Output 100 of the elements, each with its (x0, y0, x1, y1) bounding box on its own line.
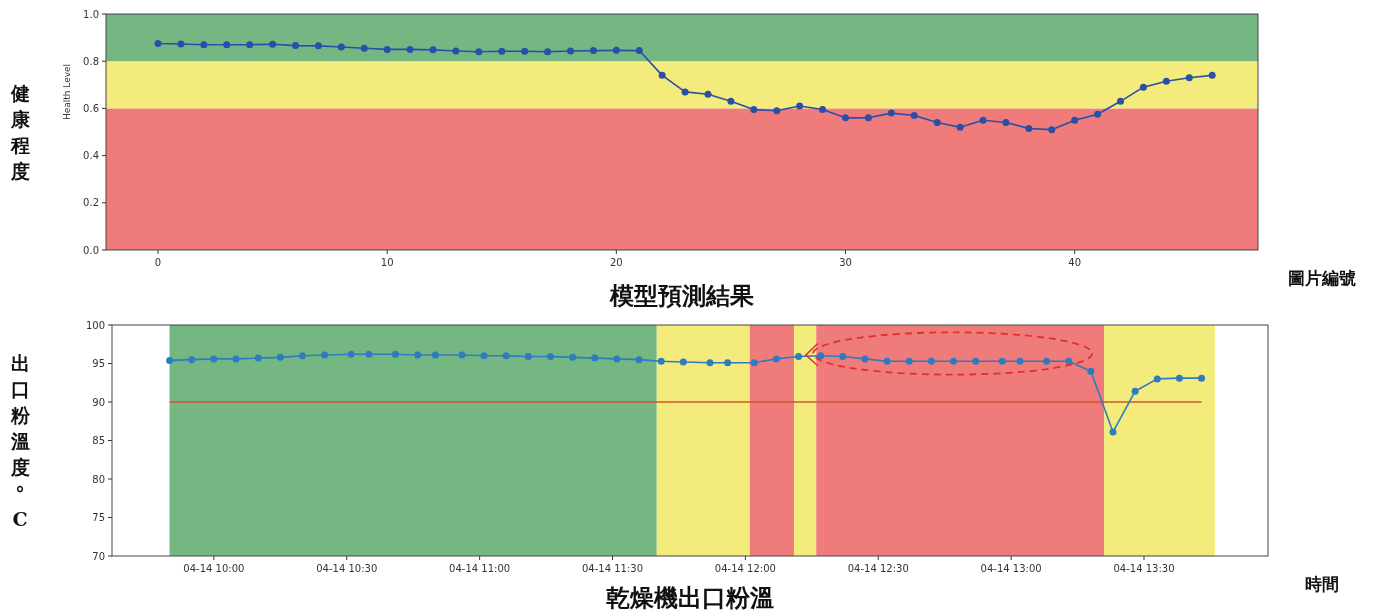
point (681, 88, 689, 96)
point (796, 102, 804, 110)
x-tick-label: 0 (154, 257, 162, 268)
point (956, 123, 964, 131)
point (1065, 357, 1073, 365)
point (154, 40, 162, 47)
x-tick-label: 04-14 10:00 (183, 563, 245, 574)
point (1208, 71, 1216, 79)
point (1094, 110, 1102, 118)
point (314, 42, 322, 50)
point (276, 353, 284, 361)
text: 模型預測結果 (609, 281, 754, 310)
point (360, 44, 368, 52)
point (1117, 97, 1124, 105)
point (188, 356, 196, 364)
point (795, 353, 803, 361)
point (927, 357, 935, 365)
point (972, 357, 980, 365)
point (254, 354, 262, 362)
point (1162, 77, 1170, 85)
point (817, 352, 825, 360)
point (658, 71, 666, 79)
point (1198, 374, 1206, 382)
point (1175, 374, 1183, 382)
point (864, 114, 872, 122)
y-tick-label: 70 (92, 550, 105, 562)
point (521, 47, 529, 55)
y-tick-label: 0.0 (83, 244, 99, 256)
x-tick-label: 04-14 13:00 (980, 563, 1042, 574)
point (657, 357, 665, 365)
point (883, 357, 891, 365)
x-tick-label: 40 (1068, 257, 1082, 268)
y-tick-label: 1.0 (83, 8, 99, 20)
y-axis-title: 健康程度 (9, 82, 31, 182)
point (589, 47, 597, 55)
y-tick-label: 85 (92, 435, 105, 446)
y-tick-label: 95 (92, 358, 105, 369)
point (1048, 126, 1056, 134)
point (166, 356, 174, 364)
point (1087, 367, 1095, 375)
point (773, 107, 781, 115)
point (365, 350, 373, 358)
point (475, 48, 483, 56)
x-axis-title: 圖片編號 (1288, 268, 1356, 288)
x-tick-label: 04-14 13:30 (1113, 563, 1175, 574)
point (750, 106, 758, 114)
text: Health Level (62, 63, 72, 121)
point (246, 41, 254, 49)
y-tick-label: 75 (92, 512, 105, 523)
point (910, 111, 918, 119)
point (842, 114, 850, 122)
y-tick-label: 0.4 (83, 150, 99, 162)
point (635, 356, 643, 364)
y-axis-title: 出口粉溫度°C (9, 351, 31, 530)
point (1025, 124, 1033, 132)
point (1002, 119, 1010, 127)
point (612, 46, 620, 54)
point (524, 353, 532, 361)
y-tick-label: 100 (85, 319, 105, 331)
point (1139, 83, 1147, 91)
text: 乾燥機出口粉溫 (606, 583, 774, 612)
point (292, 42, 300, 50)
point (772, 355, 780, 363)
y-tick-label: 0.2 (83, 197, 99, 209)
point (1185, 74, 1193, 82)
point (905, 357, 913, 365)
point (950, 357, 958, 365)
y-tick-label: 0.8 (83, 55, 99, 67)
point (321, 351, 329, 359)
point (567, 47, 575, 55)
point (861, 355, 869, 363)
point (210, 355, 218, 363)
point (337, 43, 345, 51)
point (452, 47, 460, 55)
point (232, 355, 240, 363)
point (704, 90, 712, 98)
point (544, 48, 552, 56)
point (819, 106, 827, 114)
x-tick-label: 20 (609, 257, 623, 268)
point (502, 352, 510, 360)
point (383, 45, 391, 53)
point (591, 354, 599, 362)
point (200, 41, 208, 49)
y-tick-label: 0.6 (83, 102, 99, 114)
x-tick-label: 04-14 11:00 (449, 563, 511, 574)
point (727, 97, 735, 105)
point (1109, 428, 1117, 436)
point (839, 353, 847, 361)
point (979, 116, 987, 124)
point (177, 40, 185, 48)
x-axis-title: 時間 (1305, 574, 1339, 594)
point (546, 353, 554, 361)
point (429, 46, 437, 54)
x-tick-label: 10 (380, 257, 394, 268)
point (1071, 116, 1079, 124)
point (458, 351, 466, 359)
point (569, 353, 577, 361)
point (406, 45, 414, 53)
x-tick-label: 04-14 12:30 (847, 563, 909, 574)
point (223, 41, 231, 49)
